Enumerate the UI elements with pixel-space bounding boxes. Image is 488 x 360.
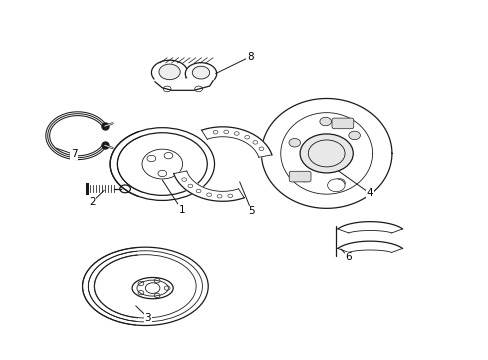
Polygon shape: [337, 241, 402, 252]
FancyBboxPatch shape: [331, 118, 353, 129]
Ellipse shape: [137, 280, 168, 296]
Circle shape: [333, 179, 345, 187]
Text: 7: 7: [56, 148, 78, 159]
Ellipse shape: [151, 60, 187, 85]
Circle shape: [300, 134, 352, 173]
Ellipse shape: [117, 133, 207, 195]
Circle shape: [327, 179, 345, 192]
Polygon shape: [261, 99, 391, 208]
Ellipse shape: [132, 278, 173, 299]
Circle shape: [319, 117, 331, 126]
Circle shape: [159, 64, 180, 80]
Polygon shape: [201, 127, 271, 157]
Ellipse shape: [110, 128, 214, 201]
Circle shape: [348, 131, 360, 140]
Text: 2: 2: [89, 190, 104, 207]
Polygon shape: [155, 79, 213, 90]
Ellipse shape: [82, 247, 208, 325]
Text: 5: 5: [239, 182, 255, 216]
Circle shape: [288, 139, 300, 147]
Text: 6: 6: [341, 249, 351, 262]
Text: 1: 1: [162, 180, 184, 215]
Ellipse shape: [185, 63, 216, 85]
Ellipse shape: [95, 255, 196, 318]
Ellipse shape: [88, 251, 202, 322]
FancyBboxPatch shape: [289, 171, 310, 182]
Text: 4: 4: [338, 171, 373, 198]
Polygon shape: [337, 222, 402, 233]
Circle shape: [298, 173, 310, 182]
Polygon shape: [173, 171, 244, 201]
Text: 3: 3: [136, 306, 151, 323]
Circle shape: [192, 66, 209, 79]
Text: 8: 8: [215, 51, 253, 74]
